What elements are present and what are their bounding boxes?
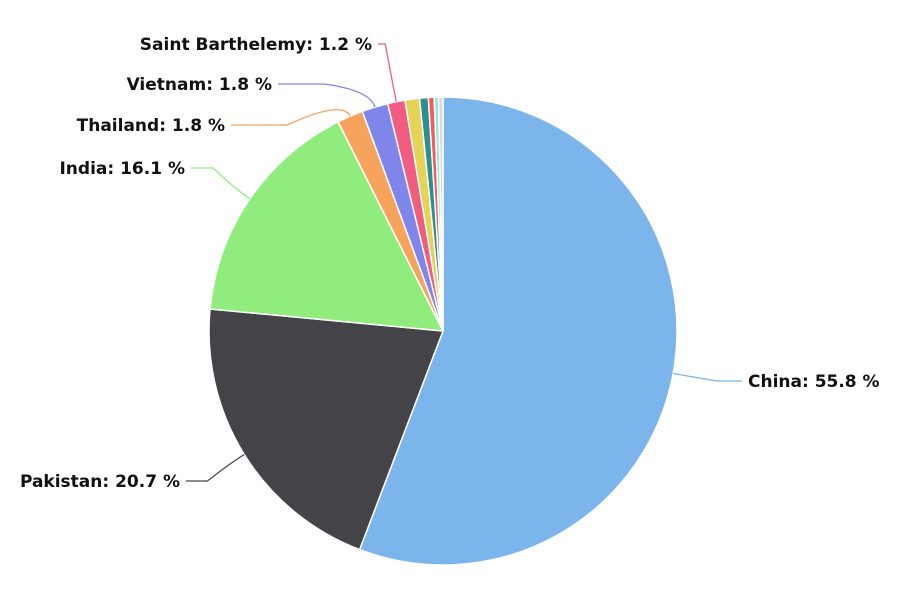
pie-slices [208, 96, 678, 566]
data-label-china: China: 55.8 % [748, 372, 880, 392]
data-labels: China: 55.8 % Pakistan: 20.7 % India: 16.1… [20, 35, 880, 492]
label-connectors [186, 43, 742, 482]
connector-vietnam [278, 83, 376, 108]
connector-china [672, 372, 742, 382]
data-label-thailand: Thailand: 1.8 % [77, 116, 225, 136]
pie-slice-other-10[interactable] [437, 96, 444, 332]
data-label-pakistan: Pakistan: 20.7 % [20, 472, 180, 492]
connector-pakistan [186, 453, 245, 482]
data-label-vietnam: Vietnam: 1.8 % [127, 75, 272, 95]
connector-saint-barthelemy [378, 43, 397, 102]
data-label-saint-barthelemy: Saint Barthelemy: 1.2 % [140, 35, 372, 55]
pie-slice-china[interactable] [358, 96, 678, 566]
pie-slice-india[interactable] [209, 121, 444, 332]
data-label-india: India: 16.1 % [59, 159, 185, 179]
connector-india [191, 167, 251, 200]
connector-thailand [231, 109, 351, 126]
